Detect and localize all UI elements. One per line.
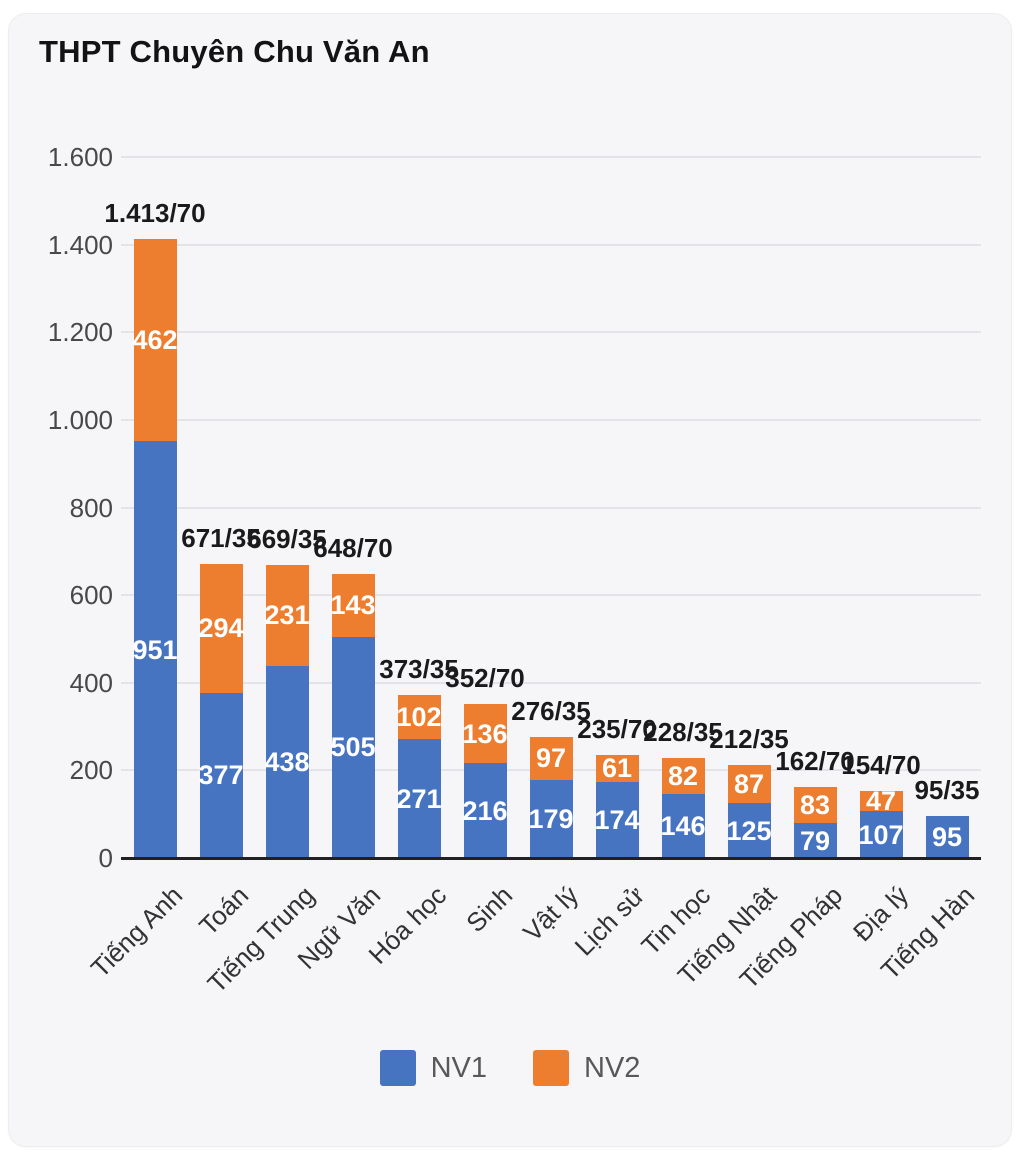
bar-segment-nv1[interactable] [331, 636, 375, 858]
bar-segment-nv1[interactable] [793, 823, 837, 858]
bar-segment-nv1[interactable] [199, 692, 243, 858]
gridline [121, 506, 981, 509]
bar-segment-nv1[interactable] [661, 794, 705, 858]
legend-label-nv1: NV1 [430, 1051, 487, 1084]
y-axis-tick-label: 400 [69, 667, 113, 698]
gridline [121, 418, 981, 421]
bar-total-label: 228/35 [643, 717, 723, 748]
bar-total-label: 669/35 [247, 523, 327, 554]
x-axis-line [121, 857, 981, 860]
legend-swatch-nv2 [533, 1050, 569, 1086]
y-axis-tick-label: 1.200 [47, 317, 113, 348]
bar-segment-nv2[interactable] [463, 703, 507, 764]
y-axis-tick-label: 1.000 [47, 404, 113, 435]
bar-segment-nv1[interactable] [727, 803, 771, 858]
bar-total-label: 154/70 [841, 749, 921, 780]
bar-segment-nv2[interactable] [397, 694, 441, 740]
gridline [121, 243, 981, 246]
bar-segment-nv1[interactable] [925, 816, 969, 858]
bar-segment-nv2[interactable] [199, 564, 243, 693]
bar-segment-nv2[interactable] [331, 574, 375, 637]
bar-total-label: 648/70 [313, 533, 393, 564]
bar-total-label: 212/35 [709, 724, 789, 755]
chart-legend: NV1 NV2 [9, 1050, 1011, 1086]
legend-swatch-nv1 [379, 1050, 416, 1086]
legend-item-nv2[interactable]: NV2 [533, 1050, 640, 1086]
bar-segment-nv1[interactable] [529, 779, 573, 858]
y-axis-tick-label: 1.600 [47, 142, 113, 172]
gridline [121, 594, 981, 597]
bar-segment-nv1[interactable] [265, 666, 309, 858]
gridline [121, 156, 981, 158]
y-axis-tick-label: 1.400 [47, 229, 113, 260]
legend-label-nv2: NV2 [584, 1051, 641, 1084]
bar-segment-nv2[interactable] [793, 787, 837, 824]
bar-segment-nv2[interactable] [727, 765, 771, 804]
bar-segment-nv2[interactable] [265, 564, 309, 667]
legend-item-nv1[interactable]: NV1 [379, 1050, 487, 1086]
bar-total-label: 352/70 [445, 662, 525, 693]
bar-segment-nv2[interactable] [661, 758, 705, 795]
bar-segment-nv1[interactable] [397, 739, 441, 858]
chart-title: THPT Chuyên Chu Văn An [39, 34, 430, 69]
bar-segment-nv2[interactable] [133, 238, 177, 442]
y-axis-tick-label: 200 [69, 755, 113, 786]
bar-segment-nv2[interactable] [529, 737, 573, 780]
chart-card: THPT Chuyên Chu Văn An 1.600 1.400 1.200 1.… [8, 13, 1012, 1147]
gridline [121, 681, 981, 684]
gridline [121, 331, 981, 334]
plot-area: 1.600 1.400 1.200 1.000 800 600 400 200 0 951 462 1… [9, 14, 1011, 1146]
bar-segment-nv2[interactable] [595, 755, 639, 782]
bar-segment-nv1[interactable] [463, 763, 507, 858]
y-axis-tick-label: 0 [98, 843, 113, 873]
bar-segment-nv1[interactable] [133, 441, 177, 858]
bar-total-label: 1.413/70 [104, 197, 206, 228]
y-axis-tick-label: 600 [69, 580, 113, 611]
bar-segment-nv1[interactable] [595, 781, 639, 858]
bar-segment-nv1[interactable] [859, 811, 903, 858]
bar-segment-nv2[interactable] [859, 790, 903, 812]
y-axis-tick-label: 800 [69, 492, 113, 523]
